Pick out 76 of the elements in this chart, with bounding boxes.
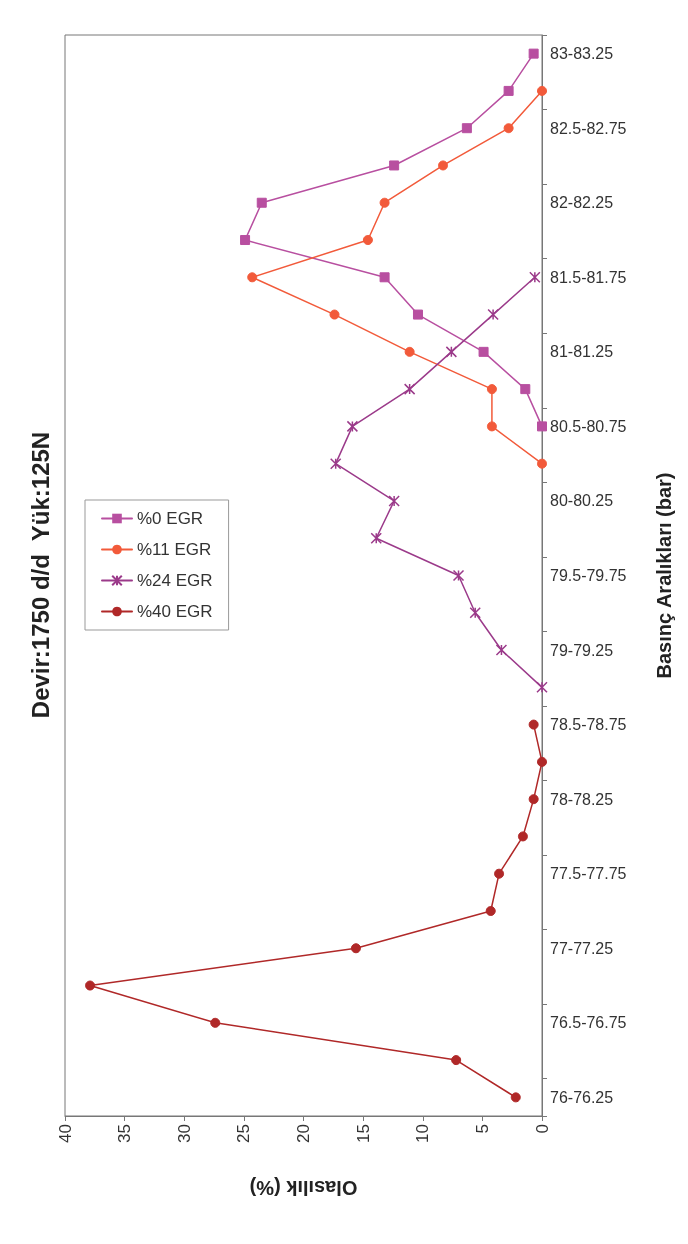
- point: [536, 681, 548, 694]
- x-axis-title: Olasılık (%): [249, 1177, 358, 1199]
- point: [85, 980, 96, 991]
- y-tick-label: 82-82.25: [550, 194, 614, 212]
- point: [389, 160, 400, 171]
- point: [469, 607, 481, 619]
- x-tick-label: 5: [472, 1124, 492, 1134]
- point: [247, 272, 258, 283]
- y-tick-label: 79-79.25: [550, 641, 614, 659]
- point: [379, 272, 390, 283]
- y-tick-label: 77-77.25: [550, 939, 614, 957]
- point: [487, 308, 499, 321]
- point: [503, 123, 514, 134]
- y-tick-label: 78-78.25: [550, 790, 614, 808]
- point: [537, 85, 547, 96]
- point: [438, 160, 449, 171]
- point: [329, 457, 342, 470]
- point: [240, 235, 251, 246]
- point: [537, 756, 547, 767]
- point: [494, 868, 505, 879]
- legend-label: %11 EGR: [137, 540, 212, 559]
- legend-label: %24 EGR: [137, 571, 213, 590]
- point: [412, 309, 423, 320]
- point: [451, 1055, 462, 1066]
- y-tick-label: 83-83.25: [550, 45, 614, 63]
- y-tick-label: 81-81.25: [550, 343, 614, 361]
- point: [404, 346, 415, 357]
- point: [503, 85, 514, 96]
- x-tick-label: 0: [532, 1124, 552, 1134]
- x-tick-label: 15: [353, 1124, 373, 1143]
- point: [452, 569, 465, 582]
- point: [329, 309, 340, 320]
- y-tick-label: 78.5-78.75: [550, 716, 627, 734]
- point: [528, 794, 539, 805]
- y-tick-label: 76-76.25: [550, 1088, 614, 1106]
- y-tick-label: 82.5-82.75: [550, 119, 627, 137]
- legend-label: %40 EGR: [137, 602, 213, 621]
- point: [485, 905, 496, 916]
- point: [478, 346, 489, 357]
- point: [486, 384, 497, 395]
- legend-label: %0 EGR: [137, 509, 204, 528]
- point: [537, 458, 547, 469]
- text: Devir:1750 d/d Yük:125N: [26, 431, 54, 719]
- point: [370, 532, 382, 544]
- point: [520, 384, 531, 395]
- point: [346, 420, 359, 433]
- point: [388, 495, 400, 507]
- point: [379, 197, 390, 208]
- point: [256, 197, 267, 208]
- x-tick-label: 20: [294, 1124, 313, 1143]
- point: [528, 719, 539, 730]
- point: [537, 421, 547, 432]
- point: [495, 644, 508, 656]
- point: [362, 235, 373, 246]
- point: [461, 123, 472, 134]
- y-tick-label: 76.5-76.75: [550, 1014, 627, 1032]
- point: [210, 1017, 221, 1028]
- y-axis-title: Basınç Aralıkları (bar): [653, 472, 675, 679]
- x-tick-label: 25: [234, 1124, 254, 1143]
- point: [486, 421, 497, 432]
- y-tick-label: 79.5-79.75: [550, 567, 627, 584]
- point: [529, 271, 541, 284]
- point: [403, 383, 416, 395]
- y-tick-label: 81.5-81.75: [550, 268, 627, 286]
- y-tick-label: 80-80.25: [550, 492, 614, 510]
- y-tick-label: 77.5-77.75: [550, 865, 627, 883]
- point: [528, 48, 539, 59]
- point: [445, 346, 458, 358]
- point: [350, 943, 361, 954]
- x-tick-label: 35: [115, 1124, 135, 1143]
- point: [517, 831, 528, 842]
- x-tick-label: 30: [174, 1124, 194, 1143]
- x-tick-label: 10: [413, 1124, 433, 1143]
- x-tick-label: 40: [55, 1124, 75, 1143]
- y-tick-label: 80.5-80.75: [550, 417, 627, 435]
- point: [510, 1092, 521, 1103]
